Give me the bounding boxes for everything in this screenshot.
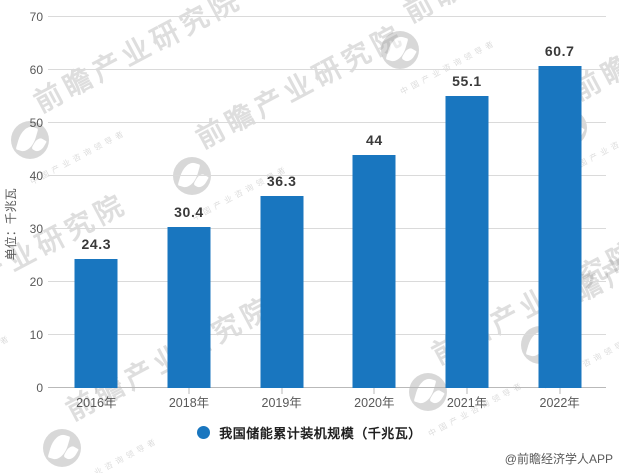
watermark-sub-text: 中国产业咨询领导者 [0,332,14,392]
gridline-20 [48,281,606,282]
y-axis-title: 单位：千兆瓦 [3,188,18,261]
bar-2020年 [352,154,396,388]
bar-value-label: 55.1 [452,72,482,89]
gridline-60 [48,69,606,70]
bar-value-label: 36.3 [266,172,297,189]
y-tick-label-10: 10 [29,328,43,342]
x-tick-label: 2018年 [168,396,210,410]
y-tick-label-60: 60 [29,63,43,77]
bar-2018年 [167,226,211,388]
x-tick-label: 2022年 [539,396,580,410]
bar-2016年 [74,259,118,388]
y-tick-label-70: 70 [29,10,43,24]
x-tick-mark [188,388,190,394]
x-tick-label: 2020年 [354,396,395,410]
legend: 我国储能累计装机规模（千兆瓦） [0,423,619,442]
legend-label: 我国储能累计装机规模（千兆瓦） [219,426,422,441]
x-tick-mark [95,388,97,394]
x-tick-mark [466,388,468,394]
bar-value-label: 60.7 [544,43,575,60]
plot-area: 0 10 20 30 40 50 60 70 24.3 2016年 30.4 2018年 36.3 201… [30,11,606,409]
x-tick-label: 2016年 [76,396,117,410]
gridline-50 [48,122,606,123]
x-tick-mark [559,388,561,394]
bar-2021年 [445,95,489,388]
bar-value-label: 44 [365,131,383,148]
gridline-40 [48,175,606,176]
bar-value-label: 24.3 [81,236,112,253]
y-tick-label-0: 0 [36,381,43,395]
x-tick-label: 2021年 [446,396,488,410]
gridline-30 [48,228,606,229]
y-tick-label-40: 40 [29,169,43,183]
x-tick-mark [281,388,283,394]
bar-2019年 [260,195,304,388]
y-tick-label-30: 30 [29,222,43,236]
gridline-0 [48,387,606,388]
credit-text: @前瞻经济学人APP [504,452,613,466]
gridline-10 [48,334,606,335]
x-tick-mark [373,388,375,394]
bar-value-label: 30.4 [174,203,204,220]
y-tick-label-20: 20 [29,275,43,289]
x-tick-label: 2019年 [261,396,302,410]
gridline-70 [48,16,606,17]
bar-2022年 [538,66,582,388]
y-tick-label-50: 50 [29,116,43,130]
legend-marker-icon [197,426,211,439]
